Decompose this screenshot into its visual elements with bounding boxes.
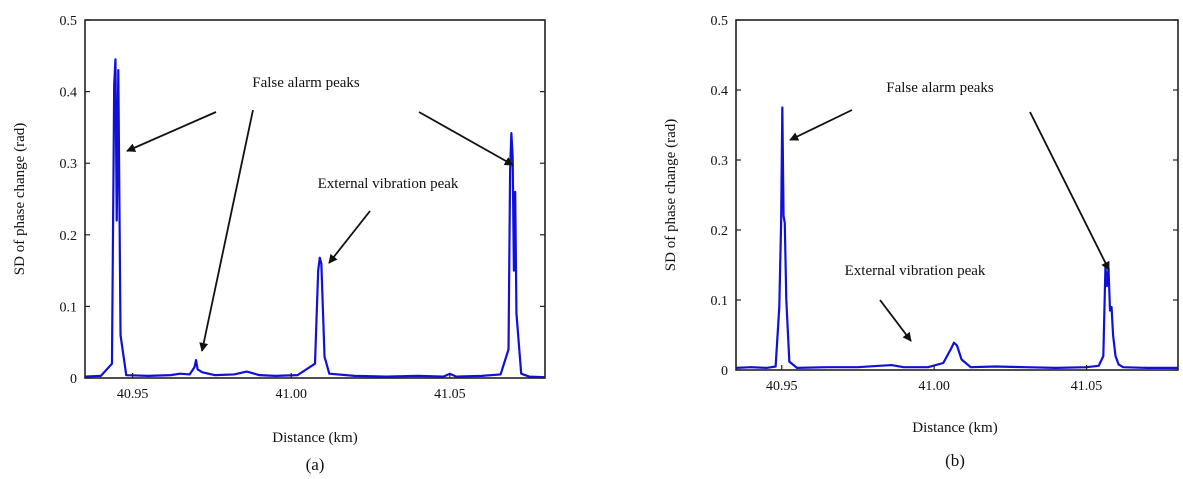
plot-a-arrow-false-alarm-2 (199, 109, 254, 352)
plot-b-annotation-external-vibration: External vibration peak (845, 263, 986, 279)
plot-b-arrow-external-vibration (879, 299, 912, 342)
plot-b-arrow-false-alarm-2 (1029, 111, 1110, 271)
plot-b-ylabel: SD of phase change (rad) (663, 119, 679, 271)
plot-b-annotation-false-alarm: False alarm peaks (886, 80, 994, 96)
plot-b-arrow-false-alarm-1 (789, 109, 853, 141)
plot-a-arrow-external-vibration (328, 210, 371, 264)
plot-a-xlabel: Distance (km) (272, 430, 357, 446)
chart-panel-b: 40.95 41.00 41.05 0 0.1 0.2 0.3 0.4 0.5 SD of ph… (663, 14, 1179, 470)
plot-b-series-line-0 (735, 106, 1178, 369)
plot-a-frame (84, 19, 546, 379)
plot-a-ytick-label-4: 0.4 (60, 86, 78, 101)
plot-a-ytick-label-3: 0.3 (60, 157, 78, 172)
plot-a-ylabel: SD of phase change (rad) (12, 123, 28, 275)
plot-a-xtick-label-2: 41.05 (434, 387, 466, 402)
plot-a-annotation-external-vibration: External vibration peak (318, 176, 459, 192)
plot-b-xtick-label-1: 41.00 (918, 379, 950, 394)
plot-b-series-layer (735, 106, 1178, 369)
plot-b-caption: (b) (945, 451, 965, 470)
plot-b-ytick-label-0: 0 (721, 364, 728, 379)
plot-b-ytick-label-4: 0.4 (711, 84, 729, 99)
plot-b-xtick-label-0: 40.95 (766, 379, 798, 394)
chart-panel-a: 40.95 41.00 41.05 0 0.1 0.2 0.3 0.4 0.5 SD of ph… (12, 14, 546, 474)
plot-a-annotation-false-alarm: False alarm peaks (252, 75, 360, 91)
plot-a-arrow-false-alarm-1 (126, 111, 217, 152)
plot-a-axis-ticks: 40.95 41.00 41.05 0 0.1 0.2 0.3 0.4 0.5 (60, 14, 545, 402)
plot-a-ytick-label-0: 0 (70, 372, 77, 387)
plot-b-xlabel: Distance (km) (912, 420, 997, 436)
plot-a-series-line-0 (84, 58, 546, 379)
plot-a-caption: (a) (306, 455, 325, 474)
plot-b-axis-ticks: 40.95 41.00 41.05 0 0.1 0.2 0.3 0.4 0.5 (711, 14, 1178, 394)
plot-a-ytick-label-5: 0.5 (60, 14, 78, 29)
plot-b-xtick-label-2: 41.05 (1071, 379, 1103, 394)
plot-a-xtick-label-1: 41.00 (275, 387, 307, 402)
plot-a-ytick-label-1: 0.1 (60, 300, 78, 315)
plot-a-xtick-label-0: 40.95 (117, 387, 149, 402)
plot-b-ytick-label-5: 0.5 (711, 14, 729, 29)
plot-b-frame (735, 19, 1179, 371)
plot-b-ytick-label-1: 0.1 (711, 294, 729, 309)
plot-b-ytick-label-2: 0.2 (711, 224, 729, 239)
plot-b-ytick-label-3: 0.3 (711, 154, 729, 169)
plot-a-arrow-false-alarm-3 (418, 111, 514, 166)
plot-a-series-layer (84, 58, 546, 379)
plot-a-ytick-label-2: 0.2 (60, 229, 78, 244)
